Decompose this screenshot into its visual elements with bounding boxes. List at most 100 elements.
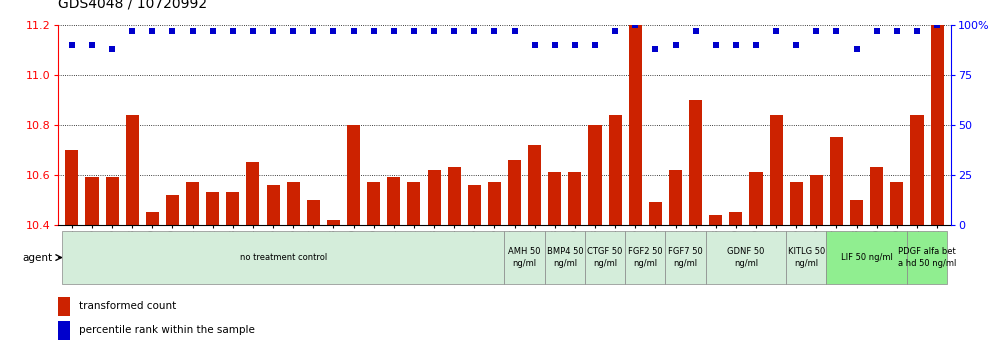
Bar: [145, 212, 159, 225]
Bar: [226, 192, 239, 225]
Point: [748, 42, 764, 48]
Point: [105, 46, 121, 52]
Text: FGF2 50
ng/ml: FGF2 50 ng/ml: [628, 247, 662, 268]
Bar: [267, 185, 280, 225]
Point: [64, 42, 80, 48]
Point: [608, 28, 623, 34]
Bar: [625, 231, 665, 284]
Point: [245, 28, 261, 34]
Bar: [125, 115, 138, 225]
Point: [84, 42, 100, 48]
Point: [869, 28, 884, 34]
Point: [809, 28, 825, 34]
Point: [225, 28, 241, 34]
Bar: [706, 231, 786, 284]
Point: [627, 22, 643, 28]
Point: [124, 28, 140, 34]
Bar: [58, 321, 70, 340]
Bar: [307, 200, 320, 225]
Point: [326, 28, 342, 34]
Bar: [786, 231, 827, 284]
Point: [346, 28, 362, 34]
Bar: [910, 115, 923, 225]
Point: [426, 28, 442, 34]
Text: transformed count: transformed count: [79, 301, 176, 312]
Point: [406, 28, 422, 34]
Bar: [790, 182, 803, 225]
Point: [265, 28, 281, 34]
Point: [567, 42, 583, 48]
Bar: [569, 172, 582, 225]
Bar: [327, 220, 340, 225]
Point: [909, 28, 925, 34]
Bar: [850, 200, 864, 225]
Bar: [930, 25, 943, 225]
Bar: [387, 177, 400, 225]
Bar: [206, 192, 219, 225]
Bar: [106, 177, 119, 225]
Text: LIF 50 ng/ml: LIF 50 ng/ml: [841, 253, 892, 262]
Point: [829, 28, 845, 34]
Bar: [907, 231, 947, 284]
Text: percentile rank within the sample: percentile rank within the sample: [79, 325, 255, 336]
Point: [849, 46, 865, 52]
Bar: [62, 231, 504, 284]
Point: [507, 28, 523, 34]
Bar: [447, 167, 461, 225]
Point: [205, 28, 221, 34]
Bar: [890, 182, 903, 225]
Bar: [669, 170, 682, 225]
Bar: [628, 25, 641, 225]
Bar: [827, 231, 907, 284]
Bar: [368, 182, 380, 225]
Point: [929, 22, 945, 28]
Text: KITLG 50
ng/ml: KITLG 50 ng/ml: [788, 247, 825, 268]
Point: [788, 42, 804, 48]
Bar: [427, 170, 440, 225]
Bar: [871, 167, 883, 225]
Bar: [548, 172, 562, 225]
Bar: [186, 182, 199, 225]
Bar: [504, 231, 545, 284]
Bar: [609, 115, 622, 225]
Point: [446, 28, 462, 34]
Bar: [648, 202, 662, 225]
Text: CTGF 50
ng/ml: CTGF 50 ng/ml: [588, 247, 622, 268]
Bar: [86, 177, 99, 225]
Point: [547, 42, 563, 48]
Bar: [246, 162, 260, 225]
Bar: [528, 145, 541, 225]
Bar: [58, 297, 70, 316]
Point: [768, 28, 784, 34]
Point: [888, 28, 904, 34]
Bar: [468, 185, 481, 225]
Point: [687, 28, 703, 34]
Bar: [770, 115, 783, 225]
Bar: [709, 215, 722, 225]
Bar: [347, 125, 361, 225]
Bar: [488, 182, 501, 225]
Point: [385, 28, 401, 34]
Bar: [749, 172, 763, 225]
Bar: [665, 231, 706, 284]
Point: [728, 42, 744, 48]
Point: [285, 28, 301, 34]
Bar: [589, 125, 602, 225]
Text: no treatment control: no treatment control: [239, 253, 327, 262]
Bar: [407, 182, 420, 225]
Point: [144, 28, 160, 34]
Text: PDGF alfa bet
a hd 50 ng/ml: PDGF alfa bet a hd 50 ng/ml: [897, 247, 956, 268]
Text: GDS4048 / 10720992: GDS4048 / 10720992: [58, 0, 207, 11]
Point: [164, 28, 180, 34]
Point: [587, 42, 603, 48]
Bar: [689, 100, 702, 225]
Text: GDNF 50
ng/ml: GDNF 50 ng/ml: [727, 247, 765, 268]
Text: agent: agent: [23, 252, 53, 263]
Point: [184, 28, 200, 34]
Bar: [287, 182, 300, 225]
Point: [306, 28, 322, 34]
Bar: [545, 231, 585, 284]
Bar: [585, 231, 625, 284]
Bar: [810, 175, 823, 225]
Point: [366, 28, 381, 34]
